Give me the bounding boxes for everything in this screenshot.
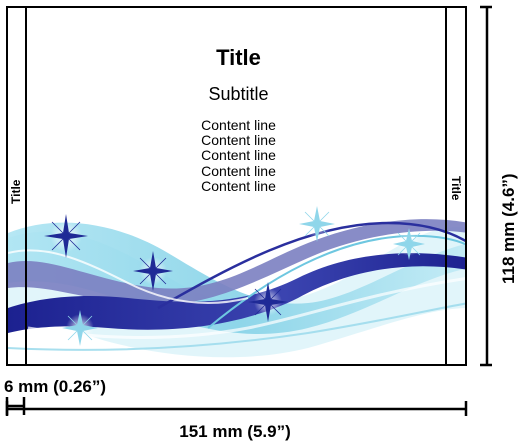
- cover-panel: Title Subtitle Content line Content line…: [6, 6, 467, 366]
- spine-dimension-label: 6 mm (0.26”): [4, 377, 107, 396]
- content-line: Content line: [201, 162, 276, 179]
- spine-dimension-line: [5, 397, 26, 415]
- wave-dark-band: [8, 253, 465, 333]
- content-line: Content line: [201, 177, 276, 194]
- content-line: Content line: [201, 147, 276, 164]
- wave-thin-line-5: [8, 302, 465, 351]
- width-dimension-line: [5, 401, 468, 416]
- sparkle-star-6: [393, 228, 425, 260]
- cover-title: Title: [216, 45, 261, 70]
- content-line: Content line: [201, 132, 276, 149]
- spine-fold-line-right: [445, 8, 447, 364]
- cover-subtitle: Subtitle: [208, 84, 269, 104]
- sparkle-star-2: [133, 251, 173, 291]
- sparkle-star-3: [248, 282, 288, 322]
- width-dimension-label: 151 mm (5.9”): [179, 422, 291, 441]
- sparkle-star-1: [44, 214, 88, 258]
- wave-mid-band: [8, 219, 465, 306]
- wave-light-band: [8, 222, 465, 334]
- wave-thin-line-3: [8, 249, 249, 304]
- wave-thin-line-2: [207, 234, 465, 329]
- content-line: Content line: [201, 117, 276, 133]
- sparkle-star-5: [299, 206, 335, 242]
- height-dimension-label: 118 mm (4.6”): [497, 118, 521, 284]
- height-dimension-line: [480, 5, 492, 367]
- height-dimension-text: 118 mm (4.6”): [499, 173, 518, 284]
- content-lines: Content line Content line Content line C…: [8, 117, 465, 194]
- wave-artwork: [8, 206, 465, 358]
- spine-fold-line-left: [25, 8, 27, 364]
- sparkle-star-4: [62, 310, 98, 346]
